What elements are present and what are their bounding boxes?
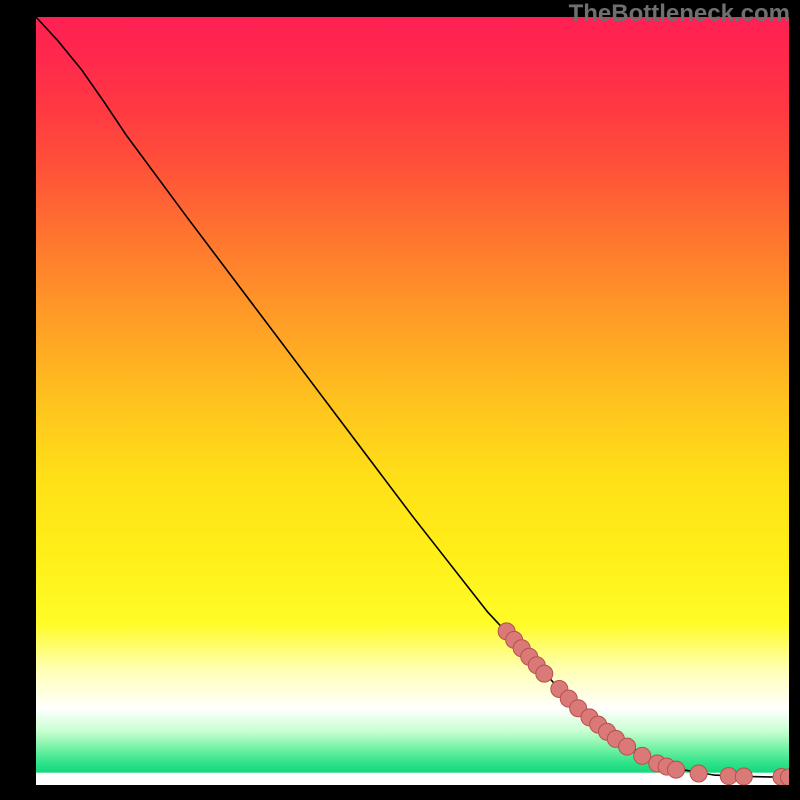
plot-area [36, 17, 789, 785]
chart-svg [36, 17, 789, 785]
chart-canvas: TheBottleneck.com [0, 0, 800, 800]
watermark-text: TheBottleneck.com [569, 0, 790, 28]
